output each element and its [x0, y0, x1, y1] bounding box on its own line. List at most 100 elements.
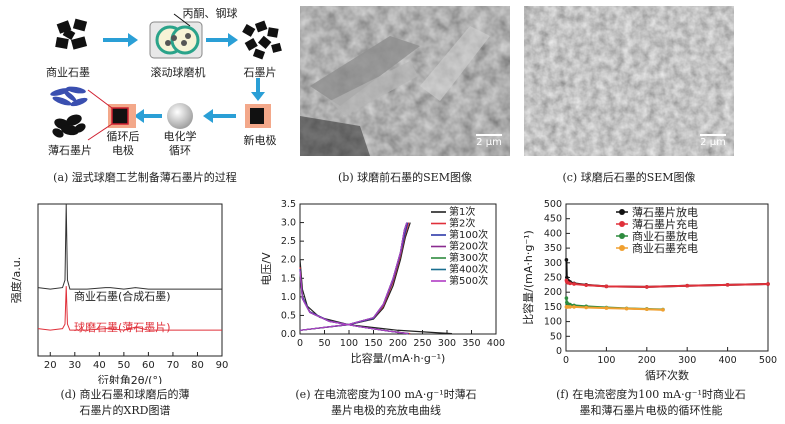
data-point: [584, 283, 588, 287]
scale-bar: 2 μm: [476, 134, 502, 148]
y-tick-label: 2.5: [281, 236, 296, 247]
data-point: [564, 296, 569, 300]
legend-label: 薄石墨片放电: [632, 205, 698, 219]
x-tick-label: 50: [117, 360, 130, 371]
data-point: [766, 282, 770, 286]
x-tick-label: 400: [487, 338, 505, 349]
discharge-curve-6: [299, 270, 408, 335]
y-tick-label: 500: [544, 199, 562, 210]
legend-label: 第400次: [449, 263, 488, 276]
y-tick-label: 1.5: [281, 273, 296, 284]
x-axis-label: 衍射角2θ/(°): [98, 373, 163, 384]
graphite-flakes-icon: [242, 20, 282, 60]
data-point: [645, 285, 649, 289]
y-tick-label: 350: [544, 243, 562, 254]
arrow-left-icon: [203, 109, 236, 123]
y-tick-label: 300: [544, 258, 562, 269]
sem-texture-before: [300, 6, 510, 156]
x-tick-label: 400: [719, 355, 737, 366]
data-point: [565, 275, 569, 280]
y-tick-label: 2.0: [281, 255, 296, 266]
arrow-down-icon: [251, 78, 265, 101]
arrow-right-icon: [206, 33, 238, 47]
legend-marker: [619, 221, 625, 227]
data-point: [584, 305, 588, 310]
x-tick-label: 0: [563, 355, 569, 366]
cycle-sphere-icon: [167, 103, 193, 129]
y-tick-label: 400: [544, 228, 562, 239]
x-tick-label: 40: [93, 360, 106, 371]
cycling-performance-chart: 0 100 200 300 400 500 0 50 100 150 200 250 300 350 400…: [521, 199, 777, 382]
x-tick-label: 70: [167, 360, 180, 371]
legend-marker: [619, 245, 625, 251]
y-tick-label: 250: [544, 273, 562, 284]
y-tick-label: 3.0: [281, 218, 296, 229]
data-point: [568, 305, 572, 309]
scale-label: 2 μm: [700, 137, 726, 148]
legend-label: 第1次: [449, 205, 475, 218]
x-tick-label: 60: [142, 360, 155, 371]
data-point: [572, 305, 576, 309]
discharge-curve-0: [299, 259, 452, 335]
caption-b: (b) 球磨前石墨的SEM图像: [338, 171, 472, 184]
charge-curve-6: [299, 222, 408, 331]
legend-label: 商业石墨充电: [632, 241, 698, 255]
y-tick-label: 3.5: [281, 199, 296, 210]
caption-f-line1: (f) 在电流密度为100 mA·g⁻¹时商业石: [556, 388, 746, 401]
legend-label: 第100次: [449, 228, 488, 241]
x-tick-label: 500: [759, 355, 777, 366]
caption-d-line1: (d) 商业石墨和球磨后的薄: [60, 388, 190, 401]
x-tick-label: 30: [68, 360, 81, 371]
label-graphite-flakes: 石墨片: [243, 66, 277, 79]
series-label-commercial: 商业石墨(合成石墨): [74, 289, 171, 303]
label-echem-cycle: 电化学 循环: [163, 130, 197, 157]
cycled-electrode-icon: [108, 104, 136, 128]
series-line-1: [565, 280, 769, 288]
data-point: [661, 308, 665, 312]
data-point: [624, 306, 629, 311]
xrd-chart: 20 30 40 50 60 70 80 90 商业石墨(合成石墨) 球磨石墨(薄石墨片) 衍射角2…: [9, 203, 228, 384]
y-axis-label: 比容量/(mA·h·g⁻¹): [521, 230, 535, 325]
x-axis-label: 比容量/(mA·h·g⁻¹): [351, 351, 446, 365]
legend-marker: [619, 233, 625, 239]
data-point: [604, 284, 609, 289]
zoom-lines: [87, 89, 113, 141]
x-tick-label: 350: [462, 338, 480, 349]
caption-c: (c) 球磨后石墨的SEM图像: [562, 171, 696, 184]
y-tick-label: 50: [550, 331, 562, 342]
y-axis-label: 强度/a.u.: [9, 257, 23, 303]
y-tick-label: 150: [544, 302, 562, 313]
label-commercial-graphite: 商业石墨: [46, 66, 90, 79]
data-point: [572, 282, 576, 286]
process-diagram: [50, 13, 282, 141]
ball-mill-icon: [149, 13, 203, 59]
legend-label: 第500次: [449, 274, 488, 287]
scale-bar: 2 μm: [700, 134, 726, 148]
data-point: [564, 258, 569, 262]
scale-label: 2 μm: [476, 137, 502, 148]
x-axis-label: 循环次数: [645, 368, 689, 382]
x-tick-label: 0: [297, 338, 303, 349]
sem-image-before: 2 μm: [300, 6, 510, 156]
data-point: [685, 283, 689, 288]
x-tick-label: 300: [438, 338, 456, 349]
series-line-1: [37, 286, 222, 331]
thin-flakes-icon: [50, 86, 88, 107]
y-tick-label: 1.0: [281, 292, 296, 303]
x-tick-label: 250: [413, 338, 431, 349]
data-point: [568, 281, 572, 286]
data-point: [725, 283, 730, 287]
x-tick-label: 20: [44, 360, 57, 371]
x-tick-label: 150: [364, 338, 382, 349]
x-tick-label: 100: [597, 355, 615, 366]
y-tick-label: 200: [544, 287, 562, 298]
legend-label: 第200次: [449, 240, 488, 253]
arrow-right-icon: [103, 33, 138, 47]
y-tick-label: 0: [556, 346, 562, 357]
x-tick-label: 80: [191, 360, 204, 371]
arrow-left-icon: [134, 109, 162, 123]
data-point: [645, 307, 649, 312]
label-acetone-steel-balls: 丙酮、钢球: [182, 7, 238, 20]
caption-e-line1: (e) 在电流密度为100 mA·g⁻¹时薄石: [295, 388, 477, 401]
legend-label: 第2次: [449, 217, 475, 230]
